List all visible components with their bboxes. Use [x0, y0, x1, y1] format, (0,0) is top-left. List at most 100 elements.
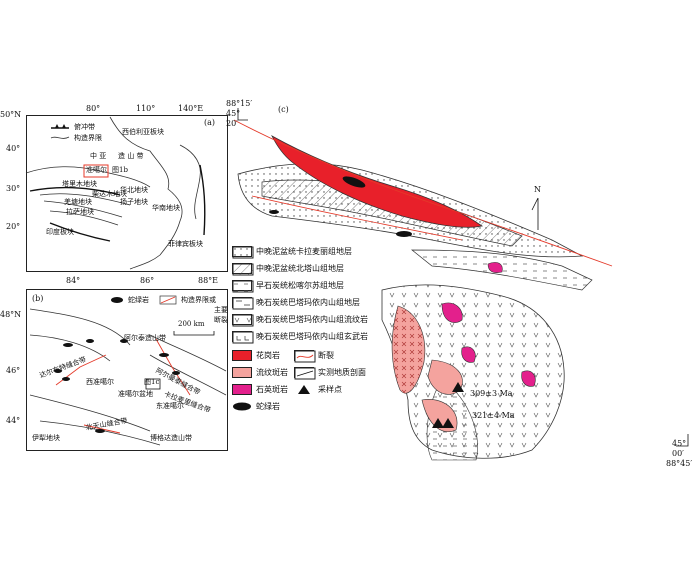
corner-coord: 45°: [672, 439, 687, 448]
panel-a: (a) 50°N 40° 30° 20° 80° 110° 140°E 俯冲带 …: [0, 105, 232, 275]
corner-coord: 88°45′: [666, 459, 693, 468]
place-label: 华北地块: [120, 186, 148, 194]
age-label: 321±4 Ma: [472, 411, 515, 420]
place-label: 菲律宾板块: [168, 240, 203, 248]
lat-label: 40°: [6, 144, 21, 153]
legend-item-label: 俯冲带: [74, 122, 95, 131]
legend-item: 晚石炭统巴塔玛依内山组玄武岩: [232, 331, 368, 344]
panel-a-legend: 俯冲带 构造界限: [50, 121, 102, 143]
legend-item-label: 构造界限或: [181, 296, 216, 304]
panel-c-map: [233, 108, 689, 461]
place-label: 东准噶尔: [156, 402, 184, 410]
lat-label: 30°: [6, 184, 21, 193]
panel-b-tag: (b): [32, 294, 44, 303]
lat-label: 44°: [6, 416, 21, 425]
panel-a-frame: [26, 115, 228, 272]
legend-item-label: 构造界限: [74, 133, 102, 142]
sample-point-icon: [298, 385, 310, 394]
place-label: 华南地块: [152, 204, 180, 212]
section-swatch: [294, 367, 316, 380]
legend-item-label: 晚石炭统巴塔玛依内山组地层: [256, 298, 360, 307]
subduction-symbol: [51, 123, 69, 129]
place-label: 拉萨地块: [66, 208, 94, 216]
fault-symbol: [159, 295, 177, 305]
lon-label: 80°: [86, 104, 101, 113]
legend-item-label: 早石炭统松喀尔苏组地层: [256, 281, 344, 290]
legend-item-label: 蛇绿岩: [256, 402, 280, 411]
legend-item-label: 实测地质剖面: [318, 368, 366, 377]
lat-label: 20°: [6, 222, 21, 231]
panel-b-legend: 蛇绿岩 构造界限或 主要断裂: [110, 295, 232, 325]
legend-item: 花岗岩: [232, 350, 280, 361]
panel-b: (b) 48°N 46° 44° 84° 86° 88°E 蛇绿岩 构造界限或 …: [0, 275, 232, 455]
lon-label: 86°: [140, 276, 155, 285]
place-label: 造 山 带: [118, 152, 144, 160]
panel-c-tag: (c): [278, 105, 289, 114]
legend-item-label: 花岗岩: [256, 351, 280, 360]
strata-swatch: [232, 297, 254, 310]
legend-item: 中晚泥盆统北塔山组地层: [232, 263, 344, 276]
legend-item: 断裂: [294, 350, 334, 363]
panel-b-map: [29, 308, 227, 446]
legend-item-label: 断裂: [318, 351, 334, 360]
legend-item: 采样点: [294, 384, 342, 395]
place-label: 羌塘地块: [64, 198, 92, 206]
place-label: 准噶尔: [86, 166, 107, 174]
legend-item: 石英斑岩: [232, 384, 288, 395]
rhyolite-porphyry-swatch: [232, 367, 252, 378]
corner-coord: 20′: [226, 119, 238, 128]
legend-item: 晚石炭统巴塔玛依内山组地层: [232, 297, 360, 310]
panel-a-map: [25, 116, 206, 270]
legend-item-label: 中晚泥盆统北塔山组地层: [256, 264, 344, 273]
legend-item-label: 晚石炭统巴塔玛依内山组流纹岩: [256, 315, 368, 324]
quartz-porphyry-swatch: [232, 384, 252, 395]
lon-label: 140°E: [178, 104, 204, 113]
lat-label: 46°: [6, 366, 21, 375]
strata-swatch: [232, 246, 254, 259]
place-label: 中 亚: [90, 152, 107, 160]
legend-item-label: 流纹斑岩: [256, 368, 288, 377]
fault-swatch: [294, 350, 316, 363]
strata-swatch: [232, 280, 254, 293]
ophiolite-swatch: [233, 402, 251, 411]
legend-item: 实测地质剖面: [294, 367, 366, 380]
legend-item-label: 石英斑岩: [256, 385, 288, 394]
legend-item-label: 晚石炭统巴塔玛依内山组玄武岩: [256, 332, 368, 341]
ophiolite-symbol: [111, 297, 123, 303]
legend-item-label: 主要断裂: [214, 306, 228, 324]
panel-c: (c) 88°15′ 45° 20′ 45° 00′ 88°45′ N 309±…: [226, 100, 700, 470]
corner-coord: 00′: [672, 449, 684, 458]
legend-item: 蛇绿岩: [232, 401, 280, 412]
legend-item: 流纹斑岩: [232, 367, 288, 378]
strata-swatch: [232, 263, 254, 276]
lat-label: 50°N: [0, 110, 22, 119]
place-label: 阿尔泰造山带: [124, 334, 166, 342]
boundary-symbol: [50, 136, 70, 139]
lon-label: 110°: [136, 104, 156, 113]
place-label: 柴达木地块: [92, 190, 127, 198]
legend-item-label: 采样点: [318, 385, 342, 394]
strata-swatch: [232, 331, 254, 344]
corner-coord: 45°: [226, 109, 241, 118]
legend-c: 中晚泥盆统卡拉麦丽组地层 中晚泥盆统北塔山组地层 早石炭统松喀尔苏组地层 晚石炭…: [232, 246, 432, 446]
legend-item: 早石炭统松喀尔苏组地层: [232, 280, 344, 293]
lon-label: 88°E: [198, 276, 219, 285]
strata-swatch: [232, 314, 254, 327]
scale-label: 200 km: [178, 320, 205, 328]
lon-label: 84°: [66, 276, 81, 285]
age-label: 309±3 Ma: [470, 389, 513, 398]
corner-coord: 88°15′: [226, 99, 253, 108]
legend-item-label: 蛇绿岩: [128, 296, 149, 304]
legend-item-label: 中晚泥盆统卡拉麦丽组地层: [256, 247, 352, 256]
lat-label: 48°N: [0, 310, 22, 319]
place-label: 图1b: [112, 166, 128, 174]
place-label: 西伯利亚板块: [122, 128, 164, 136]
place-label: 扬子地块: [120, 198, 148, 206]
panel-a-tag: (a): [204, 118, 216, 127]
place-label: 印度板块: [46, 228, 74, 236]
north-label: N: [534, 185, 541, 194]
legend-item: 晚石炭统巴塔玛依内山组流纹岩: [232, 314, 368, 327]
place-label: 准噶尔盆地: [118, 390, 153, 398]
granite-swatch: [232, 350, 252, 361]
place-label: 西准噶尔: [86, 378, 114, 386]
